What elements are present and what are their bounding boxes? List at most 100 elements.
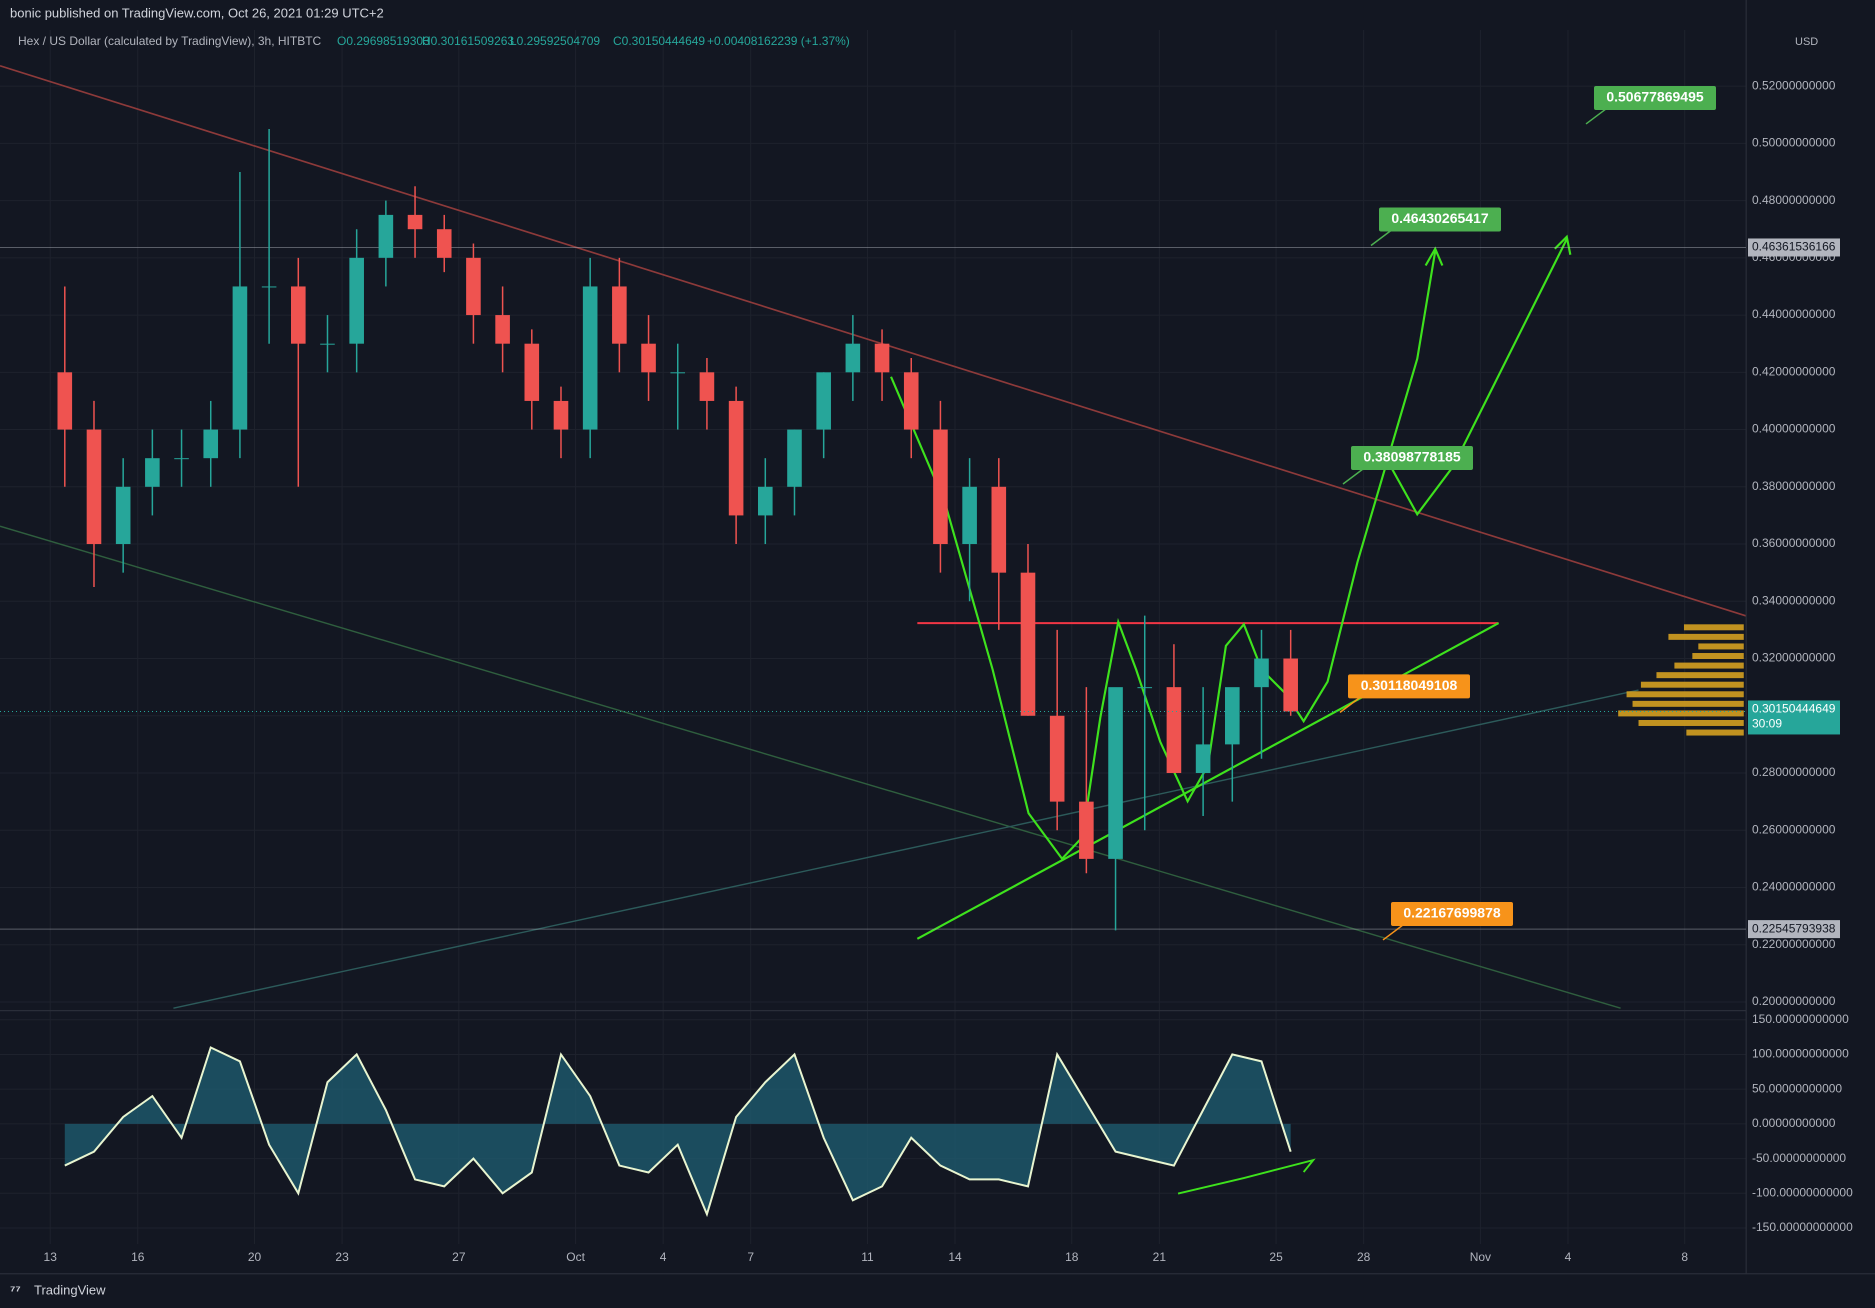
candle-body <box>1195 744 1211 774</box>
candle-body <box>553 400 569 430</box>
candle-body <box>728 400 744 516</box>
candle-body <box>1079 801 1094 859</box>
candle-body <box>933 429 948 545</box>
y-tick-label: 0.22000000000 <box>1752 937 1836 951</box>
x-tick-label: 4 <box>660 1250 667 1264</box>
osc-tick-label: 50.00000000000 <box>1752 1081 1842 1095</box>
level-label: 0.22545793938 <box>1752 921 1836 935</box>
x-tick-label: 18 <box>1065 1250 1079 1264</box>
osc-tick-label: 100.00000000000 <box>1752 1047 1849 1061</box>
y-tick-label: 0.48000000000 <box>1752 193 1836 207</box>
candle-body <box>524 343 540 401</box>
projection-path-alt <box>1386 238 1568 517</box>
x-tick-label: 13 <box>44 1250 58 1264</box>
candle-body <box>670 372 686 374</box>
osc-line <box>64 1046 1292 1218</box>
y-tick-label: 0.40000000000 <box>1752 422 1836 436</box>
x-tick-label: Oct <box>566 1250 585 1264</box>
brand: TradingView <box>34 1282 106 1297</box>
price-label: 0.50677869495 <box>1606 89 1704 105</box>
y-tick-label: 0.44000000000 <box>1752 307 1836 321</box>
osc-arrow <box>1177 1158 1316 1195</box>
symbol: Hex / US Dollar (calculated by TradingVi… <box>18 34 322 48</box>
y-tick-label: 0.34000000000 <box>1752 593 1836 607</box>
price-label: 0.46430265417 <box>1391 210 1489 226</box>
candle-body <box>349 257 364 344</box>
candle-body <box>991 486 1007 573</box>
x-tick-label: 28 <box>1357 1250 1371 1264</box>
y-tick-label: 0.28000000000 <box>1752 765 1836 779</box>
x-tick-label: 25 <box>1269 1250 1283 1264</box>
osc-tick-label: -100.00000000000 <box>1752 1185 1853 1199</box>
price-label-box <box>1348 674 1470 699</box>
candle-body <box>436 229 452 258</box>
y-tick-label: 0.36000000000 <box>1752 536 1836 550</box>
x-tick-label: 4 <box>1565 1250 1572 1264</box>
ohlc-high: H0.30161509263 <box>422 34 514 48</box>
ohlc-close: C0.30150444649 <box>613 34 705 48</box>
candle-body <box>1108 687 1123 859</box>
price-label: 0.30118049108 <box>1361 677 1458 693</box>
x-tick-label: 14 <box>948 1250 962 1264</box>
osc-tick-label: 150.00000000000 <box>1752 1012 1849 1026</box>
ohlc-low: L0.29592504709 <box>510 34 600 48</box>
candle-body <box>1166 687 1182 774</box>
y-tick-label: 0.52000000000 <box>1752 78 1836 92</box>
volume-profile <box>1618 624 1744 736</box>
countdown: 30:09 <box>1752 717 1782 731</box>
x-tick-label: 7 <box>747 1250 754 1264</box>
candle-body <box>86 429 102 545</box>
ohlc-open: O0.29698519303 <box>337 34 430 48</box>
x-tick-label: 16 <box>131 1250 145 1264</box>
y-tick-label: 0.20000000000 <box>1752 994 1836 1008</box>
x-tick-label: 21 <box>1153 1250 1167 1264</box>
candle-body <box>261 286 277 288</box>
price-label-box <box>1391 901 1513 926</box>
candle-body <box>57 372 73 430</box>
candle-body <box>1020 572 1036 716</box>
x-tick-label: 11 <box>861 1250 874 1264</box>
candle-body <box>962 486 977 545</box>
osc-tick-label: 0.00000000000 <box>1752 1116 1836 1130</box>
x-tick-label: 8 <box>1681 1250 1688 1264</box>
projection-path <box>890 250 1437 861</box>
candle-body <box>466 257 481 316</box>
currency: USD <box>1795 36 1818 48</box>
y-tick-label: 0.50000000000 <box>1752 136 1836 150</box>
candle-body <box>232 286 248 430</box>
price-label: 0.38098778185 <box>1363 449 1461 465</box>
level-label: 0.46361536166 <box>1752 240 1836 254</box>
candle-body <box>903 372 919 430</box>
price-label: 0.22167699878 <box>1403 905 1501 921</box>
candle-body <box>1254 658 1269 688</box>
candle-body <box>291 286 306 344</box>
candle-body <box>407 214 423 230</box>
price-label-box <box>1594 85 1716 110</box>
osc-area <box>64 1047 1291 1215</box>
candle-body <box>320 343 335 345</box>
arrow-head <box>1424 246 1444 267</box>
price-label-box <box>1351 445 1473 470</box>
candle-body <box>816 372 831 430</box>
price-label-box <box>1379 207 1501 232</box>
candle-body <box>1225 687 1240 745</box>
last-price-label: 0.30150444649 <box>1752 702 1836 716</box>
candle-body <box>612 286 627 344</box>
last-price-tag <box>1748 700 1840 735</box>
candle-body <box>145 458 160 487</box>
candle-body <box>758 486 773 516</box>
y-tick-label: 0.26000000000 <box>1752 822 1836 836</box>
candle-body <box>203 429 219 459</box>
y-tick-label: 0.38000000000 <box>1752 479 1836 493</box>
candle-body <box>495 315 510 344</box>
y-tick-label: 0.24000000000 <box>1752 880 1836 894</box>
candle-body <box>641 343 656 373</box>
published: bonic published on TradingView.com, Oct … <box>10 5 384 20</box>
logo: ⁷⁷ <box>10 1282 21 1297</box>
candle-body <box>582 286 598 430</box>
candle-body <box>699 372 715 401</box>
x-tick-label: Nov <box>1470 1250 1491 1264</box>
y-tick-label: 0.32000000000 <box>1752 651 1836 665</box>
